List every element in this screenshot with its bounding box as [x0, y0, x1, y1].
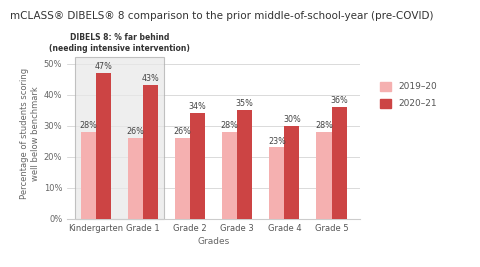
Text: 28%: 28% [221, 121, 239, 130]
Bar [190, 113, 205, 219]
Text: mCLASS® DIBELS® 8 comparison to the prior middle-of-school-year (pre-COVID): mCLASS® DIBELS® 8 comparison to the prio… [10, 11, 433, 21]
Bar [143, 85, 158, 219]
Legend: 2019–20, 2020–21: 2019–20, 2020–21 [376, 78, 440, 112]
Bar [175, 138, 190, 219]
Text: 23%: 23% [268, 137, 286, 146]
Text: 34%: 34% [189, 103, 206, 111]
FancyBboxPatch shape [75, 57, 164, 219]
Bar [284, 126, 300, 219]
Bar [332, 107, 347, 219]
Text: DIBELS 8: % far behind
(needing intensive intervention): DIBELS 8: % far behind (needing intensiv… [49, 33, 190, 53]
Text: 28%: 28% [79, 121, 97, 130]
Bar [81, 132, 96, 219]
Text: 30%: 30% [283, 115, 301, 124]
Text: 26%: 26% [126, 127, 144, 136]
Bar [128, 138, 143, 219]
Y-axis label: Percentage of students scoring
well below benchmark: Percentage of students scoring well belo… [20, 68, 39, 199]
Text: 47%: 47% [94, 62, 112, 71]
Bar [222, 132, 237, 219]
Bar [269, 147, 284, 219]
Text: 35%: 35% [236, 99, 254, 108]
X-axis label: Grades: Grades [197, 237, 230, 246]
Bar [316, 132, 332, 219]
Text: 26%: 26% [173, 127, 192, 136]
Text: 28%: 28% [315, 121, 333, 130]
Text: 43%: 43% [142, 74, 159, 84]
Text: 36%: 36% [330, 96, 348, 105]
Bar [237, 110, 252, 219]
Bar [96, 73, 111, 219]
